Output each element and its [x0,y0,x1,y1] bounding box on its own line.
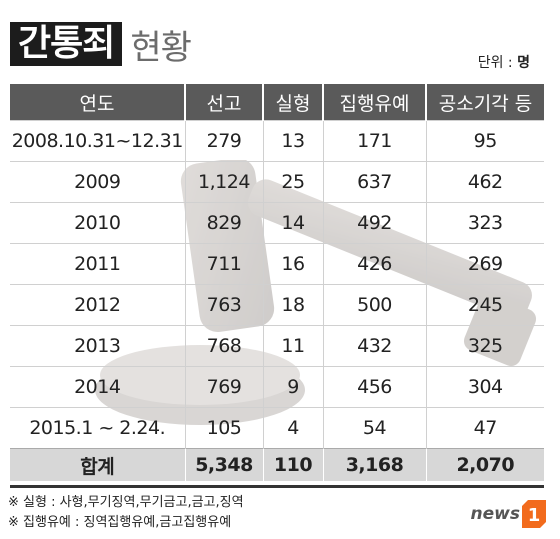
table-row: 2011 711 16 426 269 [10,243,544,285]
cell-sentenced: 279 [184,120,263,162]
header-probation: 집행유예 [322,84,426,121]
cell-prison: 9 [262,366,323,408]
cell-year: 2009 [10,161,185,203]
cell-sentenced: 105 [184,407,263,449]
cell-dismissed: 462 [425,161,544,203]
logo-mark-text: 1 [528,505,541,526]
table-row: 2009 1,124 25 637 462 [10,161,544,203]
cell-year: 2013 [10,325,185,367]
cell-sentenced: 768 [184,325,263,367]
total-probation: 3,168 [322,448,426,481]
unit-value: 명 [517,55,530,71]
cell-prison: 18 [262,284,323,326]
title-sub: 현황 [130,27,192,68]
footnotes: ※ 실형 : 사형,무기징역,무기금고,금고,징역 ※ 집행유예 : 징역집행유… [8,493,244,533]
cell-year: 2012 [10,284,185,326]
title-block: 간통죄 현황 [10,22,192,68]
cell-sentenced: 829 [184,202,263,244]
cell-dismissed: 323 [425,202,544,244]
header-prison: 실형 [262,84,323,121]
cell-prison: 11 [262,325,323,367]
cell-sentenced: 711 [184,243,263,285]
table-row: 2014 769 9 456 304 [10,366,544,408]
table-row: 2015.1 ~ 2.24. 105 4 54 47 [10,407,544,449]
total-label: 합계 [10,448,185,481]
cell-sentenced: 1,124 [184,161,263,203]
cell-dismissed: 325 [425,325,544,367]
logo-text: news [470,504,520,524]
cell-sentenced: 763 [184,284,263,326]
cell-year: 2010 [10,202,185,244]
total-prison: 110 [262,448,323,481]
total-dismissed: 2,070 [425,448,544,481]
cell-dismissed: 304 [425,366,544,408]
unit-label: 단위 : 명 [478,52,530,72]
table-row: 2013 768 11 432 325 [10,325,544,367]
table-row: 2008.10.31~12.31 279 13 171 95 [10,120,544,162]
unit-label-text: 단위 : [477,55,513,71]
cell-dismissed: 269 [425,243,544,285]
logo-mark-icon: 1 [522,500,546,528]
table-header-row: 연도 선고 실형 집행유예 공소기각 등 [10,84,544,121]
cell-prison: 14 [262,202,323,244]
header-year: 연도 [10,84,185,121]
cell-year: 2015.1 ~ 2.24. [10,407,185,449]
cell-probation: 492 [322,202,426,244]
cell-prison: 13 [262,120,323,162]
total-row: 합계 5,348 110 3,168 2,070 [10,448,544,481]
table-row: 2012 763 18 500 245 [10,284,544,326]
cell-dismissed: 47 [425,407,544,449]
title-main: 간통죄 [10,22,123,66]
header-sentenced: 선고 [184,84,263,121]
cell-prison: 4 [262,407,323,449]
cell-probation: 500 [322,284,426,326]
cell-sentenced: 769 [184,366,263,408]
cell-dismissed: 95 [425,120,544,162]
status-table: 연도 선고 실형 집행유예 공소기각 등 2008.10.31~12.31 27… [10,84,544,481]
footnote: ※ 실형 : 사형,무기징역,무기금고,금고,징역 [8,495,244,510]
cell-year: 2014 [10,366,185,408]
total-sentenced: 5,348 [184,448,263,481]
cell-probation: 171 [322,120,426,162]
footnote: ※ 집행유예 : 징역집행유예,금고집행유예 [8,515,232,530]
cell-probation: 432 [322,325,426,367]
cell-year: 2011 [10,243,185,285]
cell-probation: 54 [322,407,426,449]
cell-dismissed: 245 [425,284,544,326]
cell-prison: 25 [262,161,323,203]
news1-logo: news 1 [471,500,546,528]
cell-probation: 456 [322,366,426,408]
table-row: 2010 829 14 492 323 [10,202,544,244]
cell-prison: 16 [262,243,323,285]
header-dismissed: 공소기각 등 [425,84,544,121]
table-bottom-rule [10,485,544,488]
cell-year: 2008.10.31~12.31 [10,120,185,162]
cell-probation: 426 [322,243,426,285]
cell-probation: 637 [322,161,426,203]
